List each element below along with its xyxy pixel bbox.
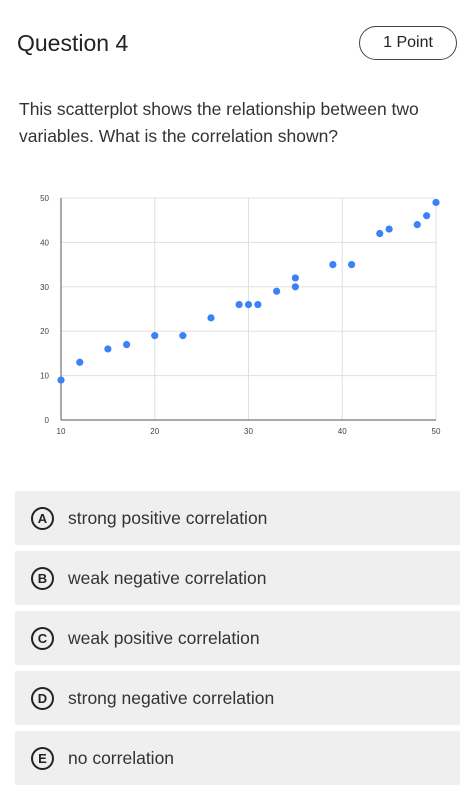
x-tick-label: 20 (150, 427, 159, 436)
choice-e[interactable]: E no correlation (15, 731, 460, 785)
question-title: Question 4 (17, 30, 129, 56)
choice-text: strong positive correlation (68, 507, 268, 528)
y-tick-label: 50 (40, 194, 49, 203)
data-point (179, 332, 187, 340)
data-point (432, 198, 440, 207)
x-tick-label: 30 (244, 427, 253, 436)
y-tick-label: 0 (45, 416, 50, 425)
data-point (151, 332, 159, 340)
question-header: Question 4 1 Point (0, 0, 473, 90)
data-point (291, 274, 299, 282)
choice-letter: B (31, 566, 54, 590)
x-tick-label: 40 (338, 427, 347, 436)
y-tick-label: 20 (40, 327, 49, 336)
choice-letter: E (31, 746, 54, 770)
data-point (329, 261, 337, 269)
data-point (76, 358, 84, 366)
y-tick-label: 40 (40, 238, 49, 247)
data-point (254, 300, 262, 309)
choice-letter: D (31, 686, 54, 710)
data-point (123, 340, 131, 349)
choice-letter: C (31, 626, 54, 650)
points-badge: 1 Point (359, 26, 457, 60)
choice-letter: A (31, 506, 54, 530)
data-point (423, 212, 431, 220)
choice-text: strong negative correlation (68, 687, 275, 708)
x-tick-label: 10 (57, 427, 66, 436)
answer-choices: A strong positive correlation B weak neg… (15, 491, 460, 791)
choice-text: weak positive correlation (68, 627, 260, 648)
data-point (413, 221, 421, 229)
choice-c[interactable]: C weak positive correlation (15, 611, 460, 665)
question-prompt: This scatterplot shows the relationship … (19, 99, 419, 146)
data-point (104, 345, 112, 353)
choice-d[interactable]: D strong negative correlation (15, 671, 460, 725)
data-point (207, 314, 215, 322)
data-point (376, 229, 384, 238)
data-point (385, 225, 393, 233)
data-point (291, 283, 299, 291)
choice-text: weak negative correlation (68, 567, 267, 588)
x-tick-label: 50 (432, 427, 441, 436)
choice-a[interactable]: A strong positive correlation (15, 491, 460, 545)
data-point (244, 300, 253, 309)
y-tick-label: 30 (40, 283, 49, 292)
data-point (348, 261, 356, 269)
scatter-chart: 0 10 20 30 40 50 10 20 30 40 50 (40, 194, 441, 436)
data-point (273, 287, 281, 295)
choice-b[interactable]: B weak negative correlation (15, 551, 460, 605)
choice-text: no correlation (68, 747, 175, 768)
data-point (235, 300, 243, 309)
data-point (57, 376, 65, 384)
y-tick-label: 10 (40, 372, 49, 381)
